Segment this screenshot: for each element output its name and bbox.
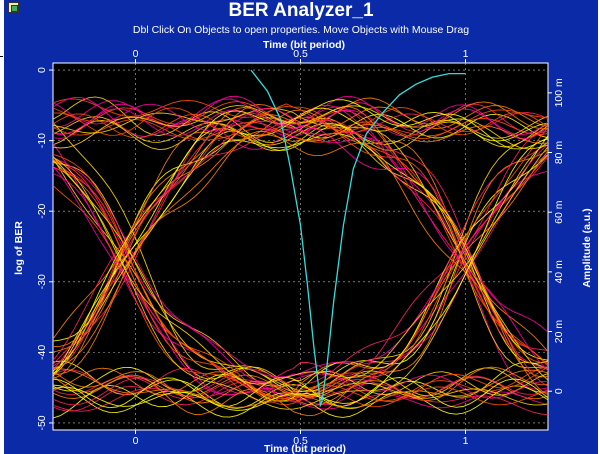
eye-trace bbox=[52, 149, 549, 417]
eye-trace bbox=[52, 153, 549, 406]
left-axis-tick-label: -20 bbox=[36, 203, 48, 218]
eye-trace bbox=[52, 105, 549, 150]
left-axis-tick-label: -30 bbox=[36, 274, 48, 289]
eye-diagram bbox=[52, 95, 549, 419]
top-axis-tick-label: 0 bbox=[133, 48, 139, 60]
right-axis-tick-label: 0 bbox=[553, 388, 565, 394]
eye-trace bbox=[52, 162, 549, 396]
axes: 0 0.5 1 0 0.5 1 0 -10 -20 -30 -40 -50 0 20 m 40 m 60 m 8… bbox=[36, 48, 565, 447]
right-axis-label: Amplitude (a.u.) bbox=[581, 208, 593, 287]
top-axis-label: Time (bit period) bbox=[263, 39, 345, 51]
top-axis-tick-label: 0.5 bbox=[293, 48, 308, 60]
eye-trace bbox=[52, 99, 549, 375]
right-axis-tick-label: 80 m bbox=[553, 141, 565, 165]
eye-trace bbox=[52, 376, 549, 409]
left-axis-tick-label: -50 bbox=[36, 415, 48, 430]
right-axis-tick-label: 100 m bbox=[553, 78, 565, 107]
bottom-axis-label: Time (bit period) bbox=[264, 443, 346, 454]
bottom-axis-tick-label: 0.5 bbox=[293, 435, 308, 447]
eye-trace bbox=[52, 132, 549, 372]
left-axis-tick-label: 0 bbox=[36, 67, 48, 73]
eye-trace bbox=[52, 124, 549, 369]
ber-curve bbox=[250, 69, 466, 408]
eye-trace bbox=[52, 107, 549, 381]
eye-trace bbox=[52, 102, 549, 371]
eye-trace bbox=[52, 138, 549, 411]
bottom-axis-tick-label: 1 bbox=[463, 435, 469, 447]
outer-tick-mark bbox=[0, 56, 3, 57]
left-axis-tick-label: -40 bbox=[36, 345, 48, 360]
eye-trace bbox=[52, 154, 549, 393]
left-axis-tick-label: -10 bbox=[36, 133, 48, 148]
eye-trace bbox=[52, 115, 549, 146]
eye-trace bbox=[52, 97, 549, 348]
bottom-axis-tick-label: 0 bbox=[133, 435, 139, 447]
eye-trace bbox=[52, 120, 549, 387]
eye-trace bbox=[52, 97, 549, 333]
eye-trace bbox=[52, 122, 549, 393]
left-axis-label: log of BER bbox=[13, 221, 25, 275]
window-subtitle: Dbl Click On Objects to open properties.… bbox=[132, 24, 470, 36]
eye-trace bbox=[52, 113, 549, 365]
window-menu-icon[interactable] bbox=[8, 2, 19, 13]
eye-trace bbox=[52, 108, 549, 137]
ber-curve-layer bbox=[250, 69, 466, 408]
eye-trace bbox=[52, 156, 549, 406]
eye-trace bbox=[52, 368, 549, 409]
eye-trace bbox=[52, 366, 549, 406]
right-axis-tick-label: 40 m bbox=[553, 260, 565, 284]
right-axis-tick-label: 20 m bbox=[553, 320, 565, 344]
eye-trace bbox=[52, 141, 549, 406]
eye-trace bbox=[52, 127, 549, 403]
top-axis-tick-label: 1 bbox=[463, 48, 469, 60]
eye-trace bbox=[52, 105, 549, 136]
window-title: BER Analyzer_1 bbox=[228, 0, 374, 21]
eye-trace bbox=[52, 141, 549, 385]
right-axis-tick-label: 60 m bbox=[553, 200, 565, 224]
eye-trace bbox=[52, 130, 549, 396]
